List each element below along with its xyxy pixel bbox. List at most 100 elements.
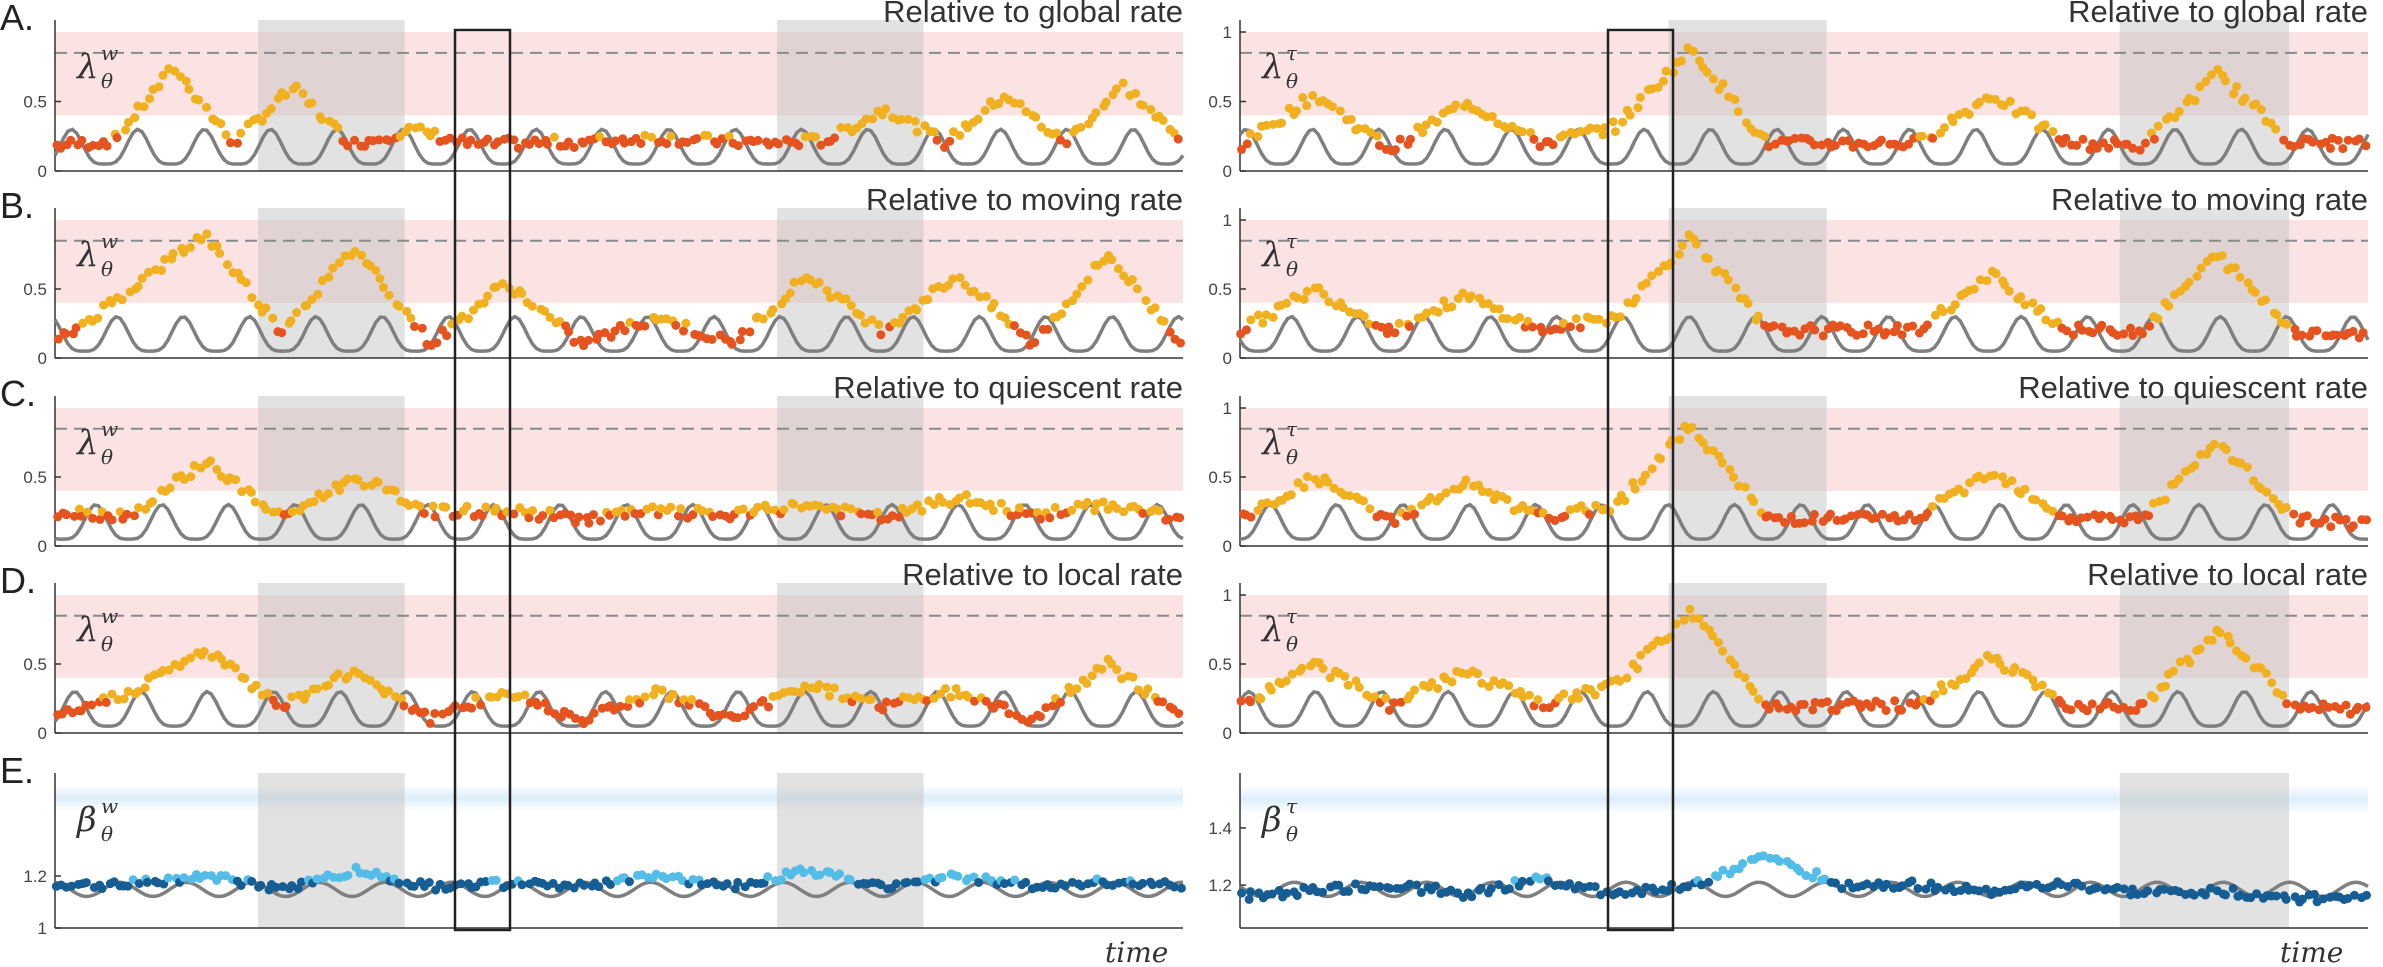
data-point (595, 516, 605, 526)
data-point (740, 711, 750, 721)
data-point (1620, 496, 1630, 506)
shaded-span (776, 773, 924, 928)
data-point (2153, 314, 2163, 324)
data-point (969, 696, 979, 706)
data-point (1636, 650, 1646, 660)
data-point (1769, 321, 1779, 331)
data-point (1487, 111, 1497, 121)
shaded-span (258, 773, 405, 928)
data-point (2361, 515, 2371, 525)
panel-title: Relative to global rate (883, 0, 1183, 29)
panel-e-w: 11.2 (23, 773, 1186, 938)
data-point (2037, 883, 2047, 893)
data-point (467, 703, 477, 713)
data-point (542, 139, 552, 149)
data-point (1282, 298, 1292, 308)
data-point (2175, 657, 2185, 667)
data-point (430, 708, 440, 718)
data-point (1091, 499, 1101, 509)
data-point (1370, 692, 1380, 702)
data-point (679, 695, 689, 705)
data-point (2031, 495, 2041, 505)
data-point (1843, 136, 1853, 146)
data-point (948, 274, 958, 284)
data-point (216, 119, 226, 129)
data-point (1863, 320, 1873, 330)
data-point (1390, 145, 1400, 155)
data-point (1709, 446, 1719, 456)
data-point (2160, 495, 2170, 505)
data-point (1036, 122, 1046, 132)
data-point (2236, 458, 2246, 468)
data-point (384, 290, 394, 300)
data-point (1995, 659, 2005, 669)
data-point (2220, 890, 2230, 900)
symbol-superscript: τ (1286, 794, 1298, 818)
data-point (814, 680, 824, 690)
data-point (1950, 300, 1960, 310)
data-point (1364, 319, 1374, 329)
data-point (2016, 292, 2026, 302)
data-point (1077, 282, 1087, 292)
data-point (1381, 693, 1391, 703)
data-point (855, 310, 865, 320)
data-point (973, 114, 983, 124)
data-point (1708, 631, 1718, 641)
data-point (1713, 637, 1723, 647)
data-point (2321, 137, 2331, 147)
data-point (1921, 884, 1931, 894)
data-point (2195, 644, 2205, 654)
data-point (845, 875, 855, 885)
data-point (1917, 131, 1927, 141)
data-point (212, 241, 222, 251)
data-point (1991, 269, 2001, 279)
data-point (396, 694, 406, 704)
data-point (2119, 329, 2129, 339)
data-point (468, 305, 478, 315)
data-point (257, 116, 267, 126)
data-point (1873, 324, 1883, 334)
data-point (1048, 701, 1058, 711)
data-point (281, 702, 291, 712)
data-point (1308, 91, 1318, 101)
data-point (2348, 326, 2358, 336)
data-point (328, 263, 338, 273)
data-point (615, 701, 625, 711)
data-point (1119, 507, 1129, 517)
data-point (2209, 439, 2219, 449)
data-point (955, 130, 965, 140)
data-point (2078, 134, 2088, 144)
data-point (1291, 106, 1301, 116)
data-point (1106, 659, 1116, 669)
high-band (55, 408, 1183, 491)
data-point (1262, 498, 1272, 508)
high-band (55, 595, 1183, 678)
data-point (2297, 330, 2307, 340)
data-point (1425, 492, 1435, 502)
symbol-label: λ (1260, 610, 1284, 650)
data-point (1677, 241, 1687, 251)
data-point (1359, 496, 1369, 506)
data-point (1533, 695, 1543, 705)
data-point (1990, 94, 2000, 104)
data-point (350, 246, 360, 256)
data-point (2281, 894, 2291, 904)
data-point (1354, 682, 1364, 692)
data-point (1384, 705, 1394, 715)
data-point (81, 878, 91, 888)
data-point (1446, 885, 1456, 895)
data-point (1314, 479, 1324, 489)
data-point (1441, 488, 1451, 498)
data-point (2144, 511, 2154, 521)
data-point (2149, 693, 2159, 703)
panel-title: Relative to quiescent rate (833, 370, 1183, 405)
data-point (1340, 671, 1350, 681)
data-point (1892, 321, 1902, 331)
data-point (1749, 497, 1759, 507)
data-point (1148, 880, 1158, 890)
data-point (1575, 323, 1585, 333)
data-point (1667, 879, 1677, 889)
data-point (534, 139, 544, 149)
data-point (483, 134, 493, 144)
data-point (1881, 327, 1891, 337)
